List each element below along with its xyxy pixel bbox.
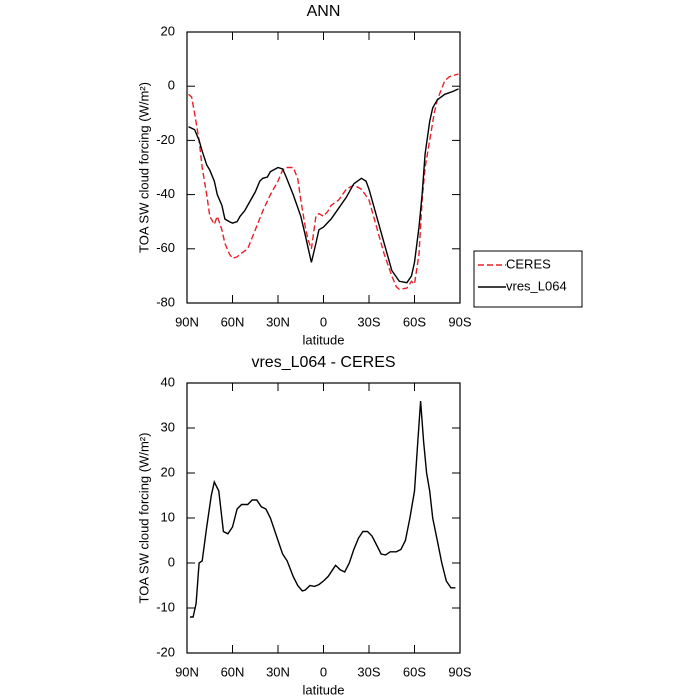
y-tick-label: 20 bbox=[161, 464, 175, 479]
x-tick-label: 30S bbox=[357, 314, 380, 329]
legend-label: vres_L064 bbox=[506, 278, 567, 293]
y-tick-label: -80 bbox=[156, 294, 175, 309]
y-tick-label: -10 bbox=[156, 599, 175, 614]
x-axis-label: latitude bbox=[303, 332, 345, 347]
x-tick-label: 60S bbox=[403, 314, 426, 329]
x-tick-label: 90S bbox=[448, 664, 471, 679]
x-tick-label: 60N bbox=[221, 314, 245, 329]
x-tick-label: 60S bbox=[403, 664, 426, 679]
plot-frame bbox=[186, 31, 461, 304]
x-tick-label: 90N bbox=[175, 314, 199, 329]
chart-title: ANN bbox=[307, 3, 341, 20]
y-tick-label: 40 bbox=[161, 374, 175, 389]
y-tick-label: 10 bbox=[161, 509, 175, 524]
y-tick-label: -20 bbox=[156, 644, 175, 659]
y-tick-label: 0 bbox=[168, 554, 175, 569]
y-tick-label: -40 bbox=[156, 186, 175, 201]
chart-title: vres_L064 - CERES bbox=[251, 354, 395, 371]
x-tick-label: 0 bbox=[320, 664, 327, 679]
y-tick-label: 20 bbox=[161, 23, 175, 38]
series-line bbox=[188, 88, 459, 284]
x-tick-label: 90N bbox=[175, 664, 199, 679]
x-axis-label: latitude bbox=[303, 682, 345, 697]
x-tick-label: 60N bbox=[221, 664, 245, 679]
legend-label: CERES bbox=[506, 256, 551, 271]
y-tick-label: 0 bbox=[168, 78, 175, 93]
x-tick-label: 30S bbox=[357, 664, 380, 679]
x-tick-label: 30N bbox=[266, 664, 290, 679]
x-tick-label: 90S bbox=[448, 314, 471, 329]
y-tick-label: -60 bbox=[156, 240, 175, 255]
y-axis-label: TOA SW cloud forcing (W/m²) bbox=[136, 433, 151, 604]
x-tick-label: 30N bbox=[266, 314, 290, 329]
y-tick-label: 30 bbox=[161, 419, 175, 434]
x-tick-label: 0 bbox=[320, 314, 327, 329]
series-line bbox=[190, 400, 456, 618]
series-line bbox=[188, 73, 459, 291]
plot-frame bbox=[186, 382, 461, 654]
y-axis-label: TOA SW cloud forcing (W/m²) bbox=[136, 82, 151, 253]
y-tick-label: -20 bbox=[156, 132, 175, 147]
legend-box bbox=[473, 250, 583, 308]
